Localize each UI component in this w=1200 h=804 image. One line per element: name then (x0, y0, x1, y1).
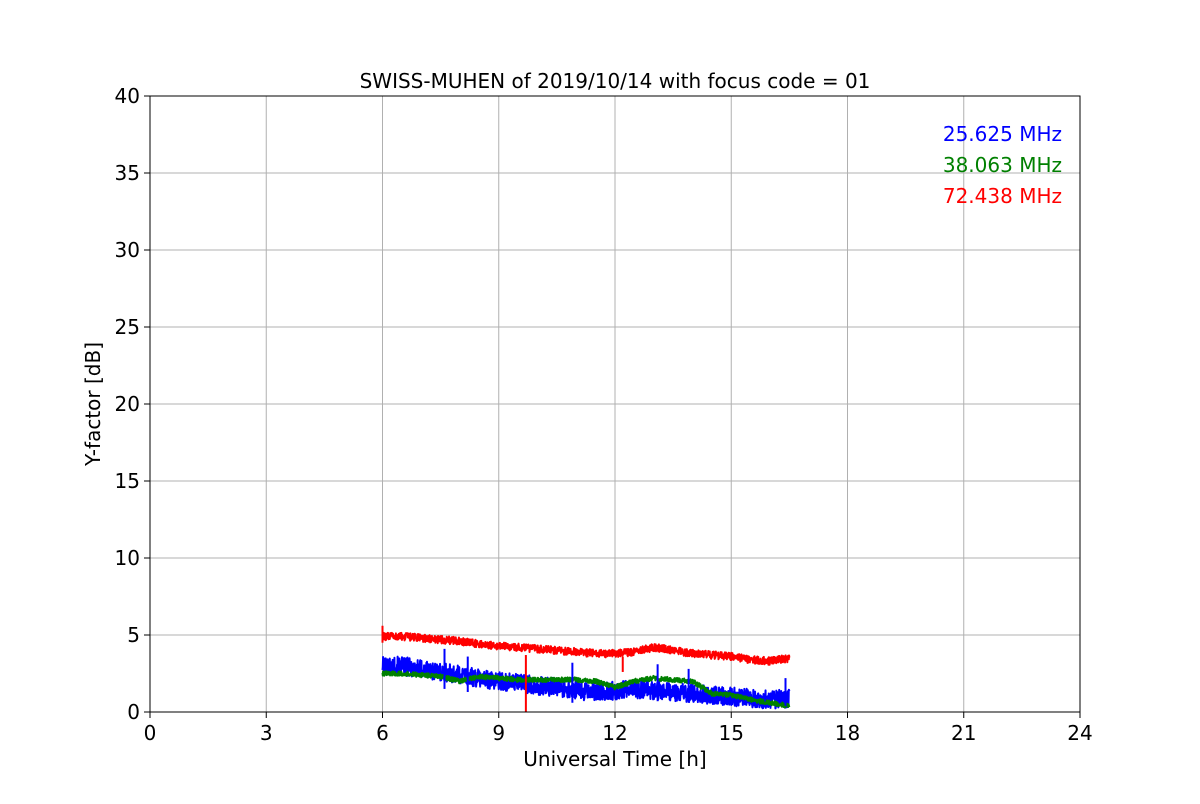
axis-ticks: 0 3 6 9 12 15 18 21 24 0 5 10 15 20 25 30 35 40 (115, 84, 1093, 745)
series-line (381, 655, 791, 710)
series-38-063-mhz (381, 670, 791, 709)
y-tick-label: 35 (115, 161, 140, 185)
legend: 25.625 MHz 38.063 MHz 72.438 MHz (943, 122, 1062, 208)
legend-entry: 25.625 MHz (943, 122, 1062, 146)
x-tick-label: 18 (835, 721, 860, 745)
x-tick-label: 3 (260, 721, 273, 745)
data-series (381, 625, 791, 712)
legend-entry: 38.063 MHz (943, 153, 1062, 177)
x-tick-label: 21 (951, 721, 976, 745)
x-tick-label: 9 (492, 721, 505, 745)
series-25-625-mhz (381, 655, 791, 710)
legend-entry: 72.438 MHz (943, 184, 1062, 208)
y-tick-label: 5 (127, 623, 140, 647)
y-tick-label: 20 (115, 392, 140, 416)
chart-title: SWISS-MUHEN of 2019/10/14 with focus cod… (360, 69, 871, 93)
series-line (381, 631, 791, 666)
x-tick-label: 0 (144, 721, 157, 745)
series-line (381, 670, 791, 709)
y-tick-label: 10 (115, 546, 140, 570)
y-tick-label: 40 (115, 84, 140, 108)
y-tick-label: 15 (115, 469, 140, 493)
x-tick-label: 6 (376, 721, 389, 745)
y-tick-label: 30 (115, 238, 140, 262)
y-tick-label: 0 (127, 700, 140, 724)
series-72-438-mhz (381, 631, 791, 666)
x-tick-label: 12 (602, 721, 627, 745)
x-axis-label: Universal Time [h] (523, 747, 706, 771)
x-tick-label: 15 (719, 721, 744, 745)
x-tick-label: 24 (1067, 721, 1092, 745)
y-tick-label: 25 (115, 315, 140, 339)
y-axis-label: Y-factor [dB] (81, 342, 105, 467)
